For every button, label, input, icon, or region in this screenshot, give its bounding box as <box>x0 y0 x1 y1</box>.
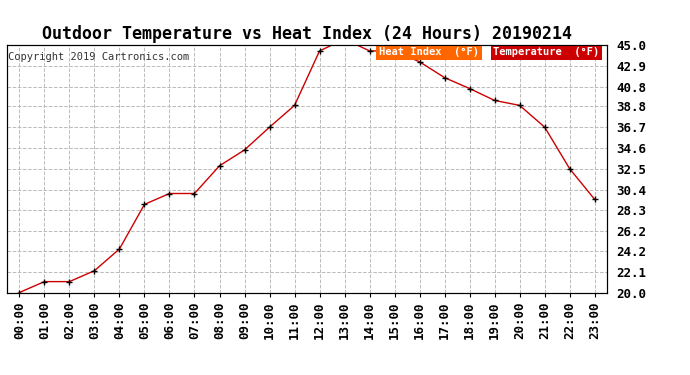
Text: Temperature  (°F): Temperature (°F) <box>493 48 600 57</box>
Text: Copyright 2019 Cartronics.com: Copyright 2019 Cartronics.com <box>8 53 189 62</box>
Title: Outdoor Temperature vs Heat Index (24 Hours) 20190214: Outdoor Temperature vs Heat Index (24 Ho… <box>42 26 572 44</box>
Text: Heat Index  (°F): Heat Index (°F) <box>379 48 479 57</box>
